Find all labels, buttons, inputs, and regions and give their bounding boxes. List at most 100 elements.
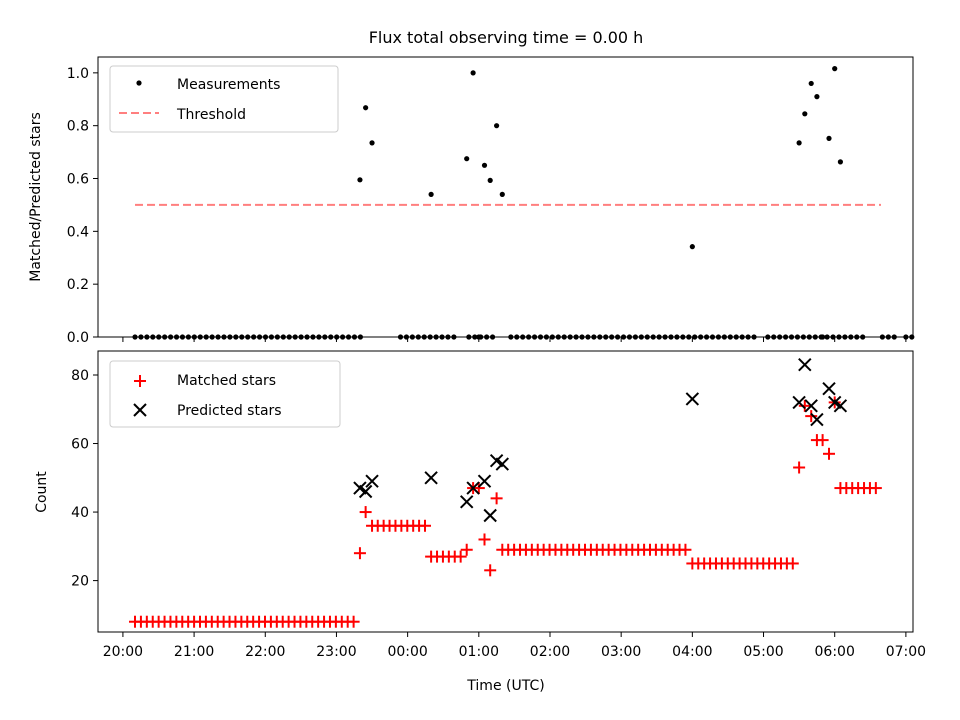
matched-star-point bbox=[454, 550, 467, 563]
predicted-star-stroke bbox=[489, 453, 504, 468]
legend-matched-marker bbox=[134, 375, 146, 387]
ratio-legend: Measurements Threshold bbox=[109, 65, 339, 133]
predicted-star-point bbox=[798, 358, 812, 372]
x-tick-label: 06:00 bbox=[815, 644, 855, 660]
matched-star-point bbox=[798, 399, 811, 412]
ratio-y-label: Matched/Predicted stars bbox=[28, 112, 44, 282]
matched-star-point bbox=[679, 543, 692, 556]
predicted-star-stroke bbox=[804, 399, 818, 413]
measurement-point bbox=[802, 111, 808, 117]
predicted-star-stroke bbox=[810, 412, 824, 427]
predicted-star-point bbox=[792, 395, 806, 410]
x-tick-label: 23:00 bbox=[316, 644, 356, 660]
matched-star-point bbox=[472, 482, 485, 495]
count-panel-frame bbox=[97, 350, 914, 633]
count-y-ticks: 20 40 60 80 bbox=[71, 368, 98, 590]
matched-star-point bbox=[484, 564, 497, 577]
matched-star-point bbox=[823, 447, 836, 460]
count-y-tick-label: 60 bbox=[71, 437, 89, 453]
predicted-star-point bbox=[685, 392, 700, 406]
measurement-point bbox=[814, 94, 820, 100]
ratio-y-tick-label: 0.6 bbox=[67, 172, 89, 188]
measurement-point bbox=[796, 140, 802, 146]
predicted-star-stroke bbox=[798, 358, 812, 372]
predicted-star-stroke bbox=[483, 508, 497, 523]
x-tick-label: 04:00 bbox=[672, 644, 712, 660]
legend-matched-label: Matched stars bbox=[177, 373, 276, 389]
x-tick-label: 01:00 bbox=[459, 644, 499, 660]
measurement-point bbox=[363, 105, 369, 111]
predicted-star-point bbox=[804, 399, 818, 413]
matched-star-point bbox=[869, 482, 882, 495]
matched-star-point bbox=[478, 533, 491, 546]
predicted-star-point bbox=[358, 484, 373, 499]
measurement-point bbox=[837, 159, 843, 165]
ratio-y-tick-label: 0.4 bbox=[67, 224, 89, 240]
measurement-point bbox=[428, 191, 434, 197]
predicted-star-stroke bbox=[833, 399, 848, 413]
measurement-point bbox=[487, 177, 493, 183]
count-y-tick-label: 80 bbox=[71, 368, 89, 384]
matched-star-point bbox=[805, 410, 818, 423]
measurement-point bbox=[470, 70, 476, 76]
legend-predicted-marker bbox=[133, 403, 147, 417]
matched-star-point bbox=[359, 506, 372, 519]
ratio-y-ticks: 0.0 0.2 0.4 0.6 0.8 1.0 bbox=[67, 66, 98, 346]
matched-star-point bbox=[490, 492, 503, 505]
legend-measurements-marker bbox=[136, 80, 142, 86]
measurement-point bbox=[464, 156, 470, 162]
predicted-star-stroke bbox=[353, 481, 367, 495]
predicted-stars-points bbox=[353, 358, 848, 523]
ratio-y-tick-label: 0.0 bbox=[67, 330, 89, 346]
legend-predicted-label: Predicted stars bbox=[177, 403, 282, 419]
matched-star-point bbox=[353, 547, 366, 560]
ratio-legend-box bbox=[109, 65, 339, 133]
measurement-point bbox=[689, 244, 695, 250]
ratio-y-tick-label: 0.8 bbox=[67, 119, 89, 135]
predicted-star-stroke bbox=[460, 495, 474, 509]
x-tick-label: 22:00 bbox=[245, 644, 285, 660]
measurement-point bbox=[826, 135, 832, 141]
predicted-star-stroke bbox=[477, 474, 492, 488]
measurement-point bbox=[481, 162, 488, 168]
predicted-star-point bbox=[460, 495, 474, 509]
matched-stars-points bbox=[129, 396, 882, 628]
predicted-star-stroke bbox=[424, 471, 438, 485]
matched-star-point bbox=[793, 461, 806, 474]
predicted-star-stroke bbox=[365, 474, 379, 488]
predicted-star-stroke bbox=[827, 395, 842, 410]
predicted-star-point bbox=[810, 412, 824, 427]
measurement-point bbox=[494, 123, 500, 129]
matched-star-point bbox=[816, 434, 829, 447]
matched-star-point bbox=[366, 519, 379, 532]
ratio-panel-frame bbox=[97, 56, 914, 338]
predicted-star-stroke bbox=[792, 395, 806, 410]
x-tick-label: 00:00 bbox=[387, 644, 427, 660]
x-tick-label: 02:00 bbox=[530, 644, 570, 660]
legend-measurements-label: Measurements bbox=[177, 77, 280, 93]
measurement-point bbox=[369, 140, 375, 146]
x-tick-label: 03:00 bbox=[601, 644, 641, 660]
legend-threshold-label: Threshold bbox=[176, 107, 246, 123]
x-tick-label: 21:00 bbox=[174, 644, 214, 660]
matched-star-point bbox=[347, 615, 360, 628]
measurement-point bbox=[832, 66, 838, 72]
predicted-star-stroke bbox=[685, 392, 700, 406]
predicted-star-stroke bbox=[495, 457, 510, 471]
measurement-point bbox=[499, 191, 505, 197]
measurement-point bbox=[357, 177, 363, 183]
count-panel: 20 40 60 80 20:00 21:00 22:00 23:00 00:00 01:00 0… bbox=[34, 350, 926, 694]
predicted-star-stroke bbox=[358, 484, 373, 499]
matched-star-point bbox=[418, 519, 431, 532]
ratio-y-tick-label: 0.2 bbox=[67, 277, 89, 293]
ratio-panel: 0.0 0.2 0.4 0.6 0.8 1.0 Matched/Predicted sta… bbox=[28, 56, 915, 346]
ratio-y-tick-label: 1.0 bbox=[67, 66, 89, 82]
predicted-star-stroke bbox=[822, 381, 836, 396]
predicted-star-point bbox=[495, 457, 510, 471]
predicted-star-point bbox=[365, 474, 379, 488]
predicted-star-point bbox=[822, 381, 836, 396]
predicted-star-point bbox=[424, 471, 438, 485]
count-y-label: Count bbox=[34, 471, 50, 513]
x-tick-label: 05:00 bbox=[743, 644, 783, 660]
chart-title: Flux total observing time = 0.00 h bbox=[369, 28, 644, 47]
